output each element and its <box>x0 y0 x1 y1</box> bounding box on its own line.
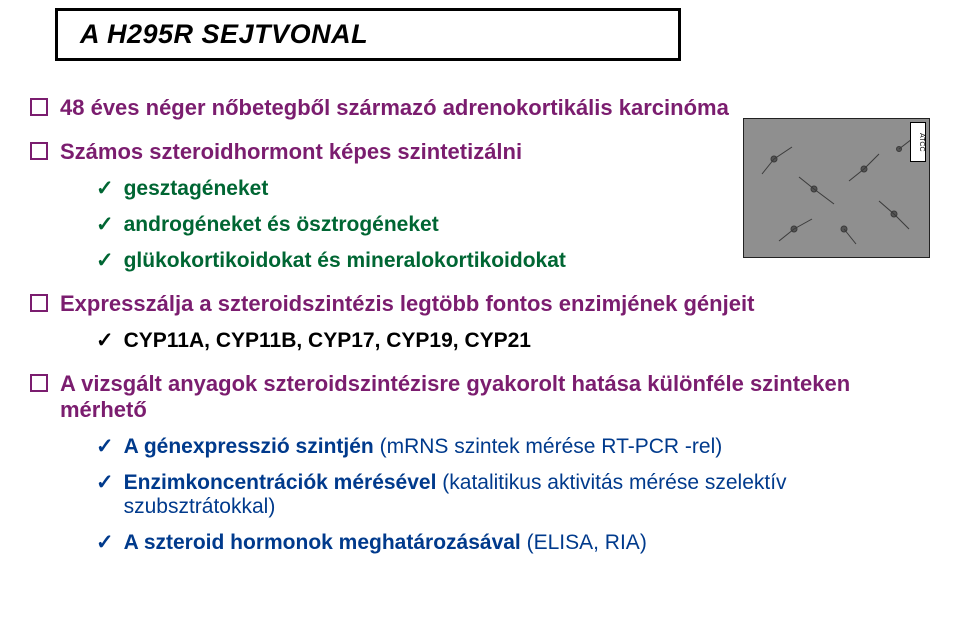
slide-title: A H295R SEJTVONAL <box>80 19 368 49</box>
level2-item: ✓ A génexpresszió szintjén (mRNS szintek … <box>96 435 930 459</box>
square-bullet-icon <box>30 294 48 312</box>
level2-paren-text: (mRNS szintek mérése RT-PCR -rel) <box>380 435 723 458</box>
level2-main-text: glükokortikoidokat és mineralokortikoido… <box>124 249 566 272</box>
check-icon: ✓ <box>96 531 114 554</box>
title-box: A H295R SEJTVONAL <box>55 8 681 61</box>
check-icon: ✓ <box>96 177 114 200</box>
level1-text: Expresszálja a szteroidszintézis legtöbb… <box>60 291 754 317</box>
level1-item: Expresszálja a szteroidszintézis legtöbb… <box>30 291 930 317</box>
level2-item: ✓ glükokortikoidokat és mineralokortikoid… <box>96 249 930 273</box>
check-icon: ✓ <box>96 249 114 272</box>
check-icon: ✓ <box>96 213 114 236</box>
level2-main-text: Enzimkoncentrációk mérésével <box>124 471 437 494</box>
level2-main-text: A génexpresszió szintjén <box>124 435 374 458</box>
level2-paren-text: (ELISA, RIA) <box>527 531 647 554</box>
level1-item: A vizsgált anyagok szteroidszintézisre g… <box>30 371 930 423</box>
level1-text: Számos szteroidhormont képes szintetizál… <box>60 139 522 165</box>
check-icon: ✓ <box>96 435 114 458</box>
level2-text: A szteroid hormonok meghatározásával (EL… <box>124 531 647 555</box>
level1-text: A vizsgált anyagok szteroidszintézisre g… <box>60 371 930 423</box>
level2-text: gesztagéneket <box>124 177 269 201</box>
level2-text: A génexpresszió szintjén (mRNS szintek m… <box>124 435 723 459</box>
level1-item: 48 éves néger nőbetegből származó adreno… <box>30 95 930 121</box>
check-icon: ✓ <box>96 329 114 352</box>
level2-main-text: CYP11A, CYP11B, CYP17, CYP19, CYP21 <box>124 329 531 352</box>
square-bullet-icon <box>30 374 48 392</box>
level2-main-text: androgéneket és ösztrogéneket <box>124 213 439 236</box>
level2-item: ✓ gesztagéneket <box>96 177 930 201</box>
level2-item: ✓ A szteroid hormonok meghatározásával (E… <box>96 531 930 555</box>
square-bullet-icon <box>30 142 48 160</box>
level2-main-text: A szteroid hormonok meghatározásával <box>124 531 521 554</box>
level2-text: Enzimkoncentrációk mérésével (katalitiku… <box>124 471 930 519</box>
bullet-list: 48 éves néger nőbetegből származó adreno… <box>30 95 930 555</box>
level2-item: ✓ androgéneket és ösztrogéneket <box>96 213 930 237</box>
level2-text: glükokortikoidokat és mineralokortikoido… <box>124 249 566 273</box>
square-bullet-icon <box>30 98 48 116</box>
level2-main-text: gesztagéneket <box>124 177 269 200</box>
level2-item: ✓ Enzimkoncentrációk mérésével (katalitik… <box>96 471 930 519</box>
slide: A H295R SEJTVONAL ATCC 48 éves néger nőb… <box>0 0 960 629</box>
check-icon: ✓ <box>96 471 114 494</box>
level2-item: ✓ CYP11A, CYP11B, CYP17, CYP19, CYP21 <box>96 329 930 353</box>
level1-text: 48 éves néger nőbetegből származó adreno… <box>60 95 729 121</box>
level2-text: CYP11A, CYP11B, CYP17, CYP19, CYP21 <box>124 329 531 353</box>
level2-text: androgéneket és ösztrogéneket <box>124 213 439 237</box>
level1-item: Számos szteroidhormont képes szintetizál… <box>30 139 930 165</box>
